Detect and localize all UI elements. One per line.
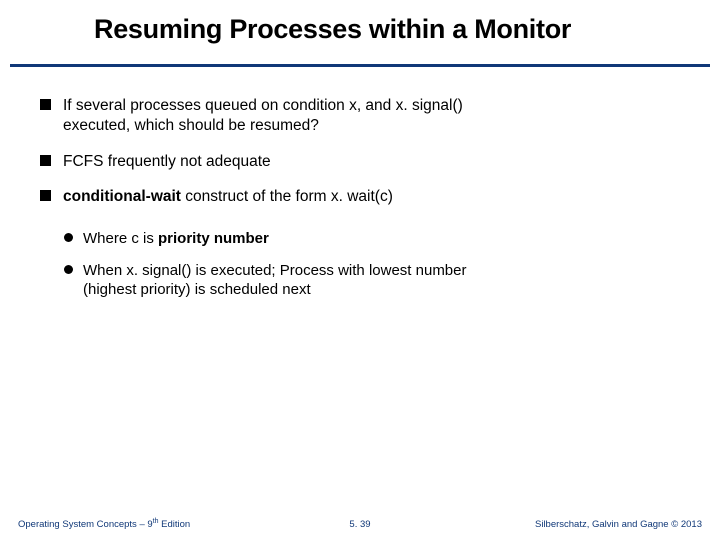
bullet-text: conditional-wait construct of the form x… xyxy=(63,187,393,207)
footer-text: Operating System Concepts – 9 xyxy=(18,519,153,530)
footer-left: Operating System Concepts – 9th Edition xyxy=(18,518,190,530)
footer-page-number: 5. 39 xyxy=(349,519,370,530)
text-line: executed, which should be resumed? xyxy=(63,117,319,134)
text-line: (highest priority) is scheduled next xyxy=(83,281,311,298)
sub-bullet-item: When x. signal() is executed; Process wi… xyxy=(64,261,680,300)
text-line: When x. signal() is executed; Process wi… xyxy=(83,262,467,279)
text-line: FCFS frequently not adequate xyxy=(63,153,271,170)
circle-bullet-icon xyxy=(64,265,73,274)
text-line: construct of the form x. wait(c) xyxy=(181,188,393,205)
bullet-text: If several processes queued on condition… xyxy=(63,96,463,136)
bullet-item: conditional-wait construct of the form x… xyxy=(40,187,680,207)
square-bullet-icon xyxy=(40,190,51,201)
slide-title: Resuming Processes within a Monitor xyxy=(0,0,720,45)
bold-text: conditional-wait xyxy=(63,188,181,205)
square-bullet-icon xyxy=(40,99,51,110)
footer-copyright: Silberschatz, Galvin and Gagne © 2013 xyxy=(535,519,702,530)
title-underline xyxy=(10,64,710,67)
sub-bullet-item: Where c is priority number xyxy=(64,229,680,249)
text-line: Where c is xyxy=(83,230,158,247)
footer: Operating System Concepts – 9th Edition … xyxy=(0,512,720,530)
text-line: If several processes queued on condition… xyxy=(63,97,463,114)
sub-bullet-text: When x. signal() is executed; Process wi… xyxy=(83,261,467,300)
bullet-item: FCFS frequently not adequate xyxy=(40,152,680,172)
footer-text: Edition xyxy=(159,519,191,530)
bullet-text: FCFS frequently not adequate xyxy=(63,152,271,172)
sub-bullet-text: Where c is priority number xyxy=(83,229,269,249)
bullet-item: If several processes queued on condition… xyxy=(40,96,680,136)
circle-bullet-icon xyxy=(64,233,73,242)
bold-text: priority number xyxy=(158,230,269,247)
square-bullet-icon xyxy=(40,155,51,166)
content-area: If several processes queued on condition… xyxy=(40,96,680,312)
